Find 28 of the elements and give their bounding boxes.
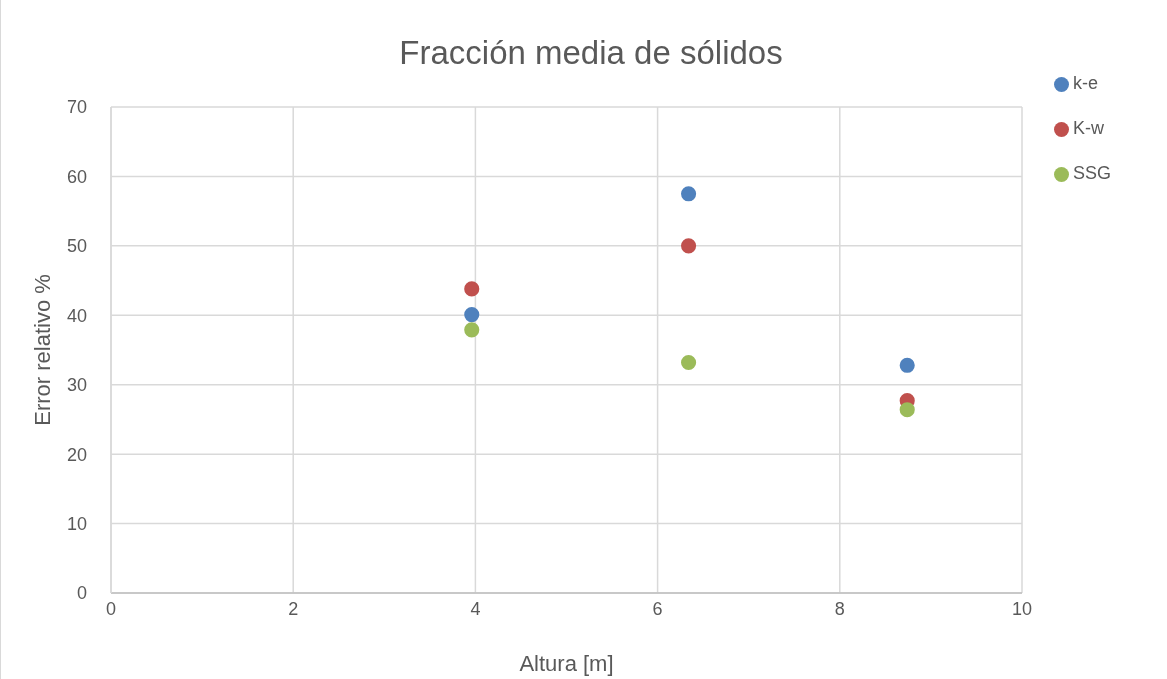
chart-title: Fracción media de sólidos xyxy=(398,34,784,72)
legend-label: SSG xyxy=(1073,163,1112,183)
x-tick-label: 2 xyxy=(288,598,299,619)
y-tick-label: 40 xyxy=(66,305,87,326)
legend-label: K-w xyxy=(1073,118,1104,138)
x-tick-label: 0 xyxy=(105,598,117,619)
point xyxy=(899,357,915,373)
x-axis-title: Altura [m] xyxy=(519,651,614,676)
x-tick-label: 10 xyxy=(1011,598,1033,619)
point xyxy=(464,322,480,338)
point xyxy=(464,281,480,297)
y-axis-title: Error relativo % xyxy=(29,274,55,426)
y-tick-label: 20 xyxy=(66,444,87,465)
point xyxy=(681,354,697,371)
point xyxy=(464,307,480,323)
point xyxy=(899,402,915,418)
x-tick-label: 6 xyxy=(652,598,663,619)
point xyxy=(681,186,697,202)
y-tick-label: 30 xyxy=(66,375,87,396)
y-tick-label: 50 xyxy=(66,236,87,257)
y-tick-label: 60 xyxy=(66,166,87,187)
legend-label: k-e xyxy=(1073,73,1099,93)
point xyxy=(681,238,697,254)
y-tick-label: 0 xyxy=(76,583,87,604)
x-tick-label: 4 xyxy=(470,598,481,619)
y-tick-label: 70 xyxy=(66,97,87,118)
y-tick-label: 10 xyxy=(66,513,87,534)
x-tick-label: 8 xyxy=(834,598,845,619)
